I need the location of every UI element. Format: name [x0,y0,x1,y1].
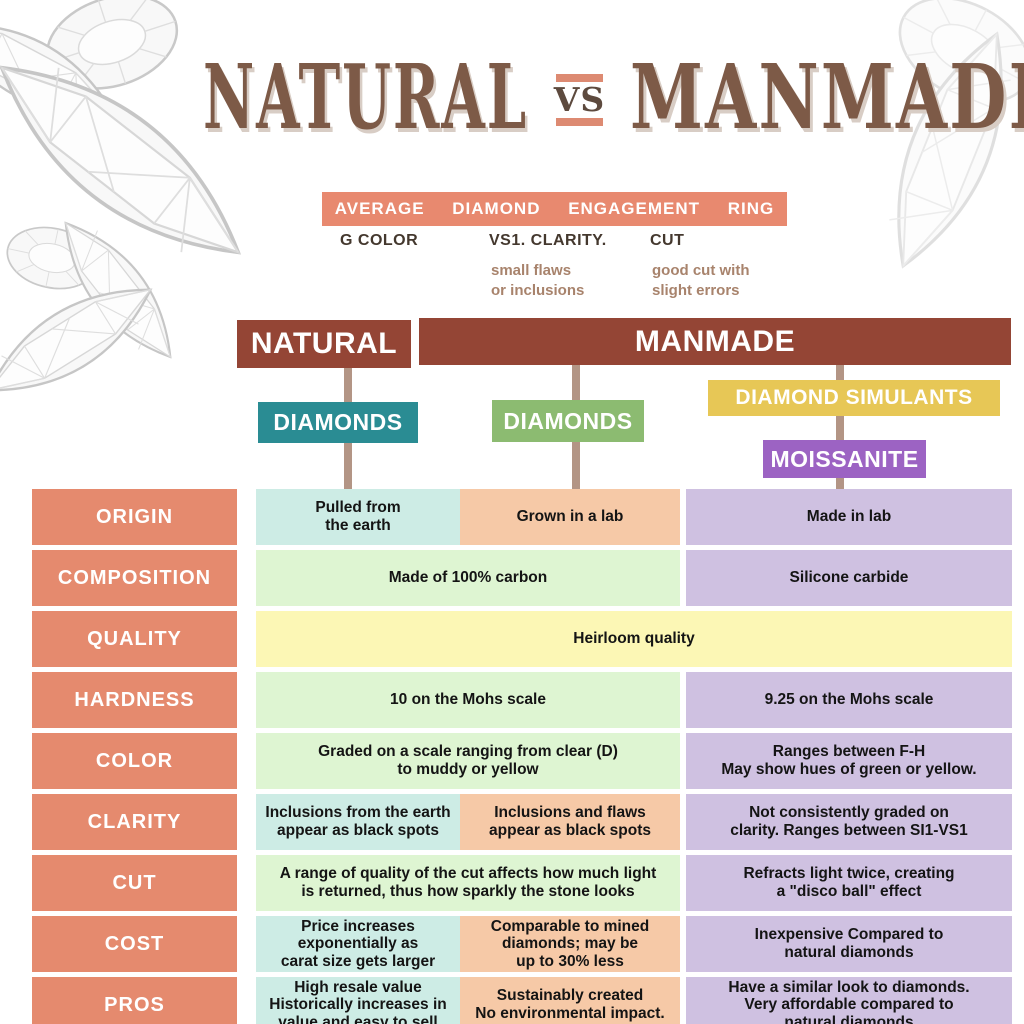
cell-composition-moissanite: Silicone carbide [686,550,1012,606]
cell-color-diamonds: Graded on a scale ranging from clear (D)… [256,733,680,789]
cell-cut-moissanite: Refracts light twice, creating a "disco … [686,855,1012,911]
spec-cut-label: CUT [650,232,685,249]
table-row-hardness: HARDNESS 10 on the Mohs scale 9.25 on th… [0,672,1024,728]
cell-origin-moissanite: Made in lab [686,489,1012,545]
cell-quality-all: Heirloom quality [256,611,1012,667]
cell-pros-natural: High resale value Historically increases… [256,977,460,1024]
spec-clarity-note: small flaws or inclusions [491,262,585,300]
badge-diamond-simulants: DIAMOND SIMULANTS [708,380,1000,416]
diamond-gem-icon [43,205,193,375]
cell-hardness-diamonds: 10 on the Mohs scale [256,672,680,728]
row-label-color: COLOR [32,733,237,789]
cell-pros-lab-diamonds: Sustainably created No environmental imp… [460,977,680,1024]
row-label-cost: COST [32,916,237,972]
diamond-gem-icon [0,218,104,298]
cell-origin-lab-diamonds: Grown in a lab [460,489,680,545]
spec-clarity-label: VS1. CLARITY. [489,232,607,249]
average-ring-banner: AVERAGE DIAMOND ENGAGEMENT RING [322,192,787,226]
stem-simulants [836,365,844,489]
title-manmade: MANMADE [630,44,1024,149]
vs-label: VS [553,80,606,119]
table-row-cost: COST Price increases exponentially as ca… [0,916,1024,972]
cell-cost-lab-diamonds: Comparable to mined diamonds; may be up … [460,916,680,972]
row-label-clarity: CLARITY [32,794,237,850]
diamond-gem-icon [0,263,168,417]
table-row-pros: PROS High resale value Historically incr… [0,977,1024,1024]
badge-moissanite: MOISSANITE [763,440,926,478]
cell-origin-natural: Pulled from the earth [256,489,460,545]
cell-clarity-moissanite: Not consistently graded on clarity. Rang… [686,794,1012,850]
diamond-cluster-left-mid [0,205,193,417]
vs-bottom-bar [556,118,603,127]
table-row-color: COLOR Graded on a scale ranging from cle… [0,733,1024,789]
table-row-clarity: CLARITY Inclusions from the earth appear… [0,794,1024,850]
cell-cost-moissanite: Inexpensive Compared to natural diamonds [686,916,1012,972]
cell-composition-diamonds: Made of 100% carbon [256,550,680,606]
table-row-origin: ORIGIN Pulled from the earth Grown in a … [0,489,1024,545]
row-label-pros: PROS [32,977,237,1024]
cell-clarity-natural: Inclusions from the earth appear as blac… [256,794,460,850]
spec-color-label: G COLOR [340,232,419,249]
badge-manmade-diamonds: DIAMONDS [492,400,644,442]
spec-cut-note: good cut with slight errors [652,262,750,300]
cell-hardness-moissanite: 9.25 on the Mohs scale [686,672,1012,728]
badge-natural-diamonds: DIAMONDS [258,402,418,443]
diamond-gem-icon [0,0,129,142]
cell-clarity-lab-diamonds: Inclusions and flaws appear as black spo… [460,794,680,850]
row-label-quality: QUALITY [32,611,237,667]
header-natural: NATURAL [237,320,411,368]
vs-top-bar [556,74,603,82]
row-label-cut: CUT [32,855,237,911]
table-row-composition: COMPOSITION Made of 100% carbon Silicone… [0,550,1024,606]
vs-badge: VS [553,74,606,127]
row-label-composition: COMPOSITION [32,550,237,606]
cell-cut-diamonds: A range of quality of the cut affects ho… [256,855,680,911]
header-manmade: MANMADE [419,318,1011,365]
row-label-origin: ORIGIN [32,489,237,545]
cell-color-moissanite: Ranges between F-H May show hues of gree… [686,733,1012,789]
cell-pros-moissanite: Have a similar look to diamonds. Very af… [686,977,1012,1024]
table-row-cut: CUT A range of quality of the cut affect… [0,855,1024,911]
table-row-quality: QUALITY Heirloom quality [0,611,1024,667]
cell-cost-natural: Price increases exponentially as carat s… [256,916,460,972]
row-label-hardness: HARDNESS [32,672,237,728]
title-natural: NATURAL [203,44,529,149]
diamond-gem-icon [33,0,191,106]
